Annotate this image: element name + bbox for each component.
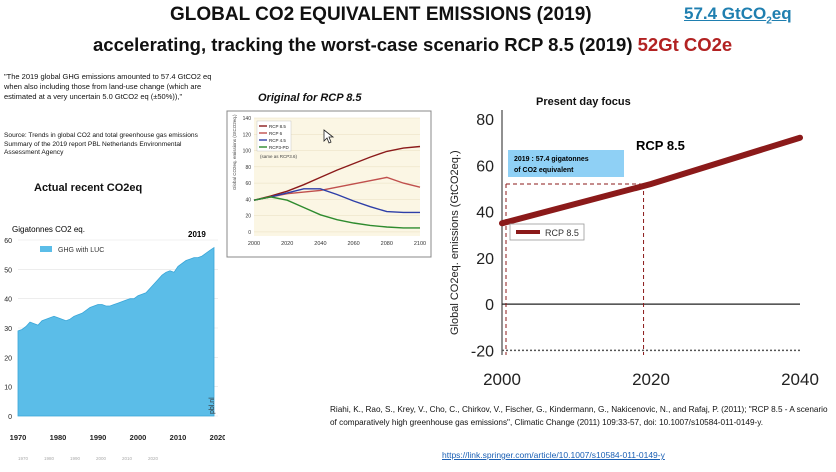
x-tick-label: 1980 (50, 433, 67, 442)
y-tick-label: 0 (248, 230, 251, 236)
y-axis-label: Gigatonnes CO2 eq. (12, 225, 85, 234)
y-tick-label: 40 (245, 197, 251, 203)
main-title: GLOBAL CO2 EQUIVALENT EMISSIONS (2019) (170, 4, 592, 25)
x-tick-label: 2000 (483, 370, 521, 389)
y-tick-label: 10 (4, 385, 12, 392)
legend-label: GHG with LUC (58, 247, 104, 254)
y-tick-label: 60 (476, 158, 494, 175)
legend-label: RCP 8.5 (545, 228, 579, 238)
y-tick-label: 20 (4, 355, 12, 362)
focus-chart-title: Present day focus (536, 96, 631, 108)
x-tick-label: 2020 (210, 433, 225, 442)
svg-text:1970: 1970 (18, 456, 29, 461)
subtitle: accelerating, tracking the worst-case sc… (93, 34, 732, 56)
x-tick-label: 2100 (414, 241, 426, 247)
y-tick-label: 40 (4, 297, 12, 304)
year-annotation: 2019 (188, 230, 206, 239)
series-label: RCP 8.5 (636, 138, 685, 153)
original-chart-title: Original for RCP 8.5 (258, 92, 362, 104)
y-tick-label: 20 (245, 214, 251, 220)
source-text: Source: Trends in global CO2 and total g… (4, 132, 198, 157)
y-tick-label: 20 (476, 251, 494, 268)
x-tick-label: 2000 (130, 433, 147, 442)
legend-label: RCP 6 (269, 131, 283, 136)
x-tick-label: 2040 (314, 241, 326, 247)
emissions-badge: 57.4 GtCO2eq (684, 4, 792, 26)
y-tick-label: 0 (485, 297, 494, 314)
badge-subscript: 2 (766, 15, 772, 27)
badge-main: 57.4 GtCO (684, 4, 767, 23)
faint-secondary-axis: 1970 1980 1990 2000 2010 2020 (18, 456, 159, 461)
svg-text:1980: 1980 (44, 456, 55, 461)
y-tick-label: 120 (243, 132, 252, 138)
x-tick-label: 2000 (248, 241, 260, 247)
legend-label: RCP 8.5 (269, 124, 286, 129)
y-tick-label: 80 (245, 165, 251, 171)
x-tick-label: 2080 (381, 241, 393, 247)
x-tick-label: 1990 (90, 433, 107, 442)
x-tick-label: 2020 (632, 370, 670, 389)
x-tick-label: 2020 (281, 241, 293, 247)
annotation-line1: 2019 : 57.4 gigatonnes (514, 156, 589, 163)
legend-swatch (40, 246, 52, 252)
y-tick-label: 40 (476, 205, 494, 222)
cursor-icon (323, 129, 335, 144)
x-tick-label: 2010 (170, 433, 187, 442)
legend-label: RCP3-PD (269, 145, 290, 150)
x-tick-label: 1970 (10, 433, 27, 442)
watermark: pbl.nl (209, 397, 216, 414)
area-series (17, 246, 215, 417)
annotation-box (508, 150, 624, 177)
annotation-line2: of CO2 equivalent (514, 167, 574, 174)
svg-text:2000: 2000 (96, 456, 107, 461)
legend-box (509, 223, 585, 241)
actual-emissions-chart: Gigatonnes CO2 eq. 0 10 20 30 40 50 60 1970 1980… (4, 225, 225, 461)
quote-text: "The 2019 global GHG emissions amounted … (4, 72, 212, 101)
series-line-3 (253, 196, 420, 229)
y-tick-label: 0 (8, 414, 12, 421)
series-line-0 (253, 145, 421, 201)
y-tick-label: 60 (245, 181, 251, 187)
rcp85-series-line (499, 134, 803, 227)
legend-label: RCP 4.5 (269, 138, 286, 143)
svg-text:2020: 2020 (148, 456, 159, 461)
svg-text:2010: 2010 (122, 456, 133, 461)
y-tick-label: -20 (471, 343, 494, 360)
present-day-chart: Global CO2eq. emissions (GtCO2eq.) -20 0 2… (449, 110, 819, 389)
y-axis-label: Global CO2eq. emissions (GtCO2eq.) (449, 150, 461, 335)
y-tick-label: 80 (476, 112, 494, 129)
y-axis-label: Global CO2eq. emissions (GtCO2eq.) (232, 114, 237, 190)
y-tick-label: 30 (4, 326, 12, 333)
y-tick-label: 50 (4, 267, 12, 274)
badge-tail: eq (771, 4, 792, 23)
x-tick-label: 2040 (781, 370, 819, 389)
y-tick-label: 140 (243, 116, 252, 122)
svg-text:1990: 1990 (70, 456, 81, 461)
series-line-2 (253, 188, 420, 214)
subtitle-main: accelerating, tracking the worst-case sc… (93, 34, 633, 55)
y-tick-label: 100 (243, 149, 252, 155)
y-tick-label: 60 (4, 238, 12, 245)
x-tick-label: 2060 (347, 241, 359, 247)
citation-text: Riahi, K., Rao, S., Krey, V., Cho, C., C… (330, 405, 828, 427)
citation-link[interactable]: https://link.springer.com/article/10.100… (442, 450, 665, 460)
subtitle-emphasis: 52Gt CO2e (637, 34, 733, 55)
actual-chart-title: Actual recent CO2eq (34, 182, 143, 194)
legend-note: (same as RCP3.6) (260, 154, 298, 159)
